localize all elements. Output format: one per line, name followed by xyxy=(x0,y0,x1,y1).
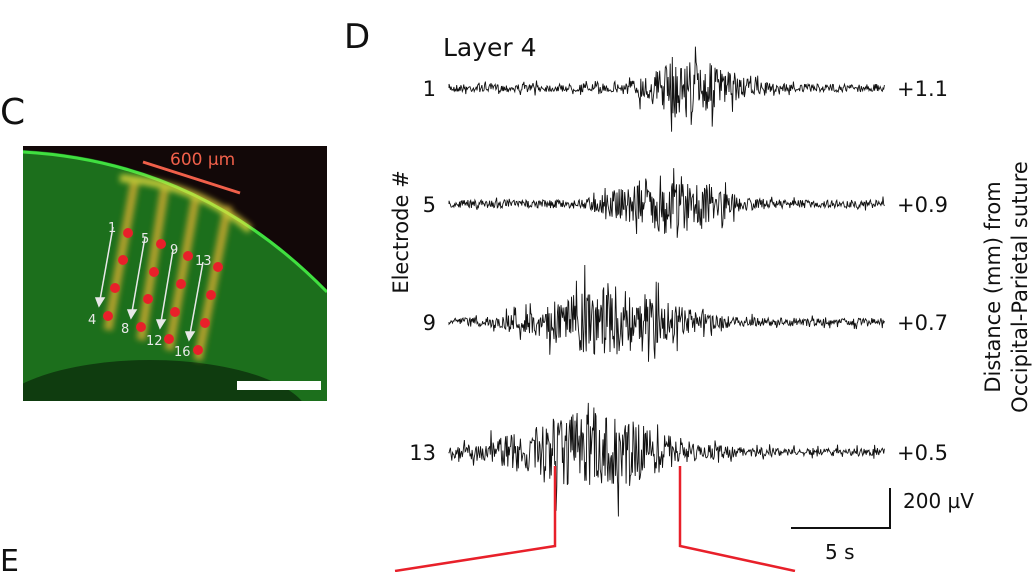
electrode-dot-9 xyxy=(183,251,193,261)
scale-time-label: 5 s xyxy=(825,540,855,564)
distance-label-13: +0.5 xyxy=(897,441,948,465)
electrode-dot-5 xyxy=(156,239,166,249)
electrode-label-9: 9 xyxy=(423,311,436,335)
microscopy-image: 1 4 5 8 9 12 13 16 600 µm xyxy=(23,146,327,401)
electrode-label-1: 1 xyxy=(423,77,436,101)
arrows xyxy=(94,226,204,342)
electrode-dot-7 xyxy=(143,294,153,304)
electrode-dot-16 xyxy=(193,345,203,355)
electrode-dot-6 xyxy=(149,267,159,277)
distance-label-1: +1.1 xyxy=(897,77,948,101)
electrode-number-9: 9 xyxy=(170,243,178,258)
electrode-dot-12 xyxy=(164,334,174,344)
electrode-dot-10 xyxy=(176,279,186,289)
right-label-line2: Occipital-Parietal suture xyxy=(1008,161,1032,413)
trace-electrode-1 xyxy=(448,46,885,132)
electrode-number-16: 16 xyxy=(174,345,191,360)
distance-label-9: +0.7 xyxy=(897,311,948,335)
electrode-number-8: 8 xyxy=(121,322,129,337)
electrode-dot-14 xyxy=(206,290,216,300)
panel-c-label: C xyxy=(0,92,25,133)
scale-voltage-label: 200 µV xyxy=(903,489,974,513)
scale-bar xyxy=(237,381,321,390)
600um-scale-line xyxy=(142,160,241,195)
trace-electrode-9 xyxy=(448,264,885,362)
electrode-number-13: 13 xyxy=(195,254,212,269)
right-label-line1: Distance (mm) from xyxy=(981,181,1005,392)
electrode-number-1: 1 xyxy=(108,221,116,236)
scale-bar-traces xyxy=(791,488,891,529)
y-axis-label: Electrode # xyxy=(389,170,413,293)
electrode-dot-2 xyxy=(118,255,128,265)
electrode-dot-1 xyxy=(123,228,133,238)
electrode-number-4: 4 xyxy=(88,313,96,328)
electrode-label-5: 5 xyxy=(423,193,436,217)
panel-e-label: E xyxy=(0,544,19,572)
zoom-lines xyxy=(394,466,796,572)
panel-d-title: Layer 4 xyxy=(443,33,537,62)
electrode-number-5: 5 xyxy=(141,232,149,247)
trace-electrode-13 xyxy=(448,402,885,517)
electrode-dot-15 xyxy=(200,318,210,328)
electrode-dot-13 xyxy=(213,262,223,272)
electrode-dot-3 xyxy=(110,283,120,293)
panel-d-label: D xyxy=(344,17,370,57)
distance-label-5: +0.9 xyxy=(897,193,948,217)
electrode-dot-8 xyxy=(136,322,146,332)
electrode-dot-11 xyxy=(170,307,180,317)
600um-scale-label: 600 µm xyxy=(170,150,235,170)
trace-electrode-5 xyxy=(448,168,885,238)
electrode-number-12: 12 xyxy=(146,334,163,349)
electrode-dot-4 xyxy=(103,311,113,321)
electrode-label-13: 13 xyxy=(409,441,436,465)
